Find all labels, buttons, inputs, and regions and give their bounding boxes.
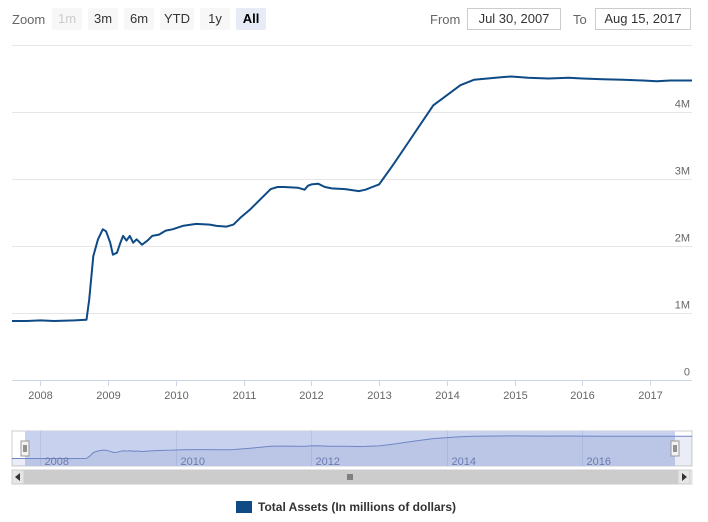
x-tick-label: 2011: [233, 390, 257, 402]
x-tick-label: 2012: [299, 390, 323, 402]
zoom-all-button[interactable]: All: [236, 8, 266, 30]
navigator-x-label: 2016: [587, 456, 611, 468]
navigator-selected-range[interactable]: [25, 431, 675, 466]
navigator-left-handle[interactable]: [20, 440, 30, 457]
navigator-series-area: [12, 435, 692, 466]
grid-lines: [12, 45, 692, 381]
navigator-x-label: 2008: [45, 456, 69, 468]
scroll-right-arrow-button[interactable]: [677, 469, 691, 485]
navigator-x-label: 2014: [452, 456, 476, 468]
x-tick-label: 2013: [367, 390, 391, 402]
series-line-total-assets[interactable]: [12, 75, 692, 322]
zoom-6m-button[interactable]: 6m: [124, 8, 154, 30]
navigator[interactable]: 2008 2010 2012 2014 2016: [11, 430, 693, 468]
y-axis-ticks: 0 1M 2M 3M 4M: [675, 99, 690, 379]
y-tick-label: 4M: [675, 99, 690, 111]
scroll-left-arrow-button[interactable]: [11, 469, 25, 485]
scrollbar-thumb[interactable]: [23, 469, 679, 485]
scrollbar-grip-icon: [347, 474, 353, 480]
arrow-right-icon: [682, 473, 687, 481]
from-date-input[interactable]: Jul 30, 2007: [467, 8, 561, 30]
legend-swatch: [236, 501, 252, 513]
x-tick-label: 2017: [638, 390, 662, 402]
from-label: From: [430, 12, 461, 27]
y-tick-label: 3M: [675, 166, 690, 178]
scrollbar[interactable]: [11, 469, 693, 485]
x-tick-label: 2016: [570, 390, 594, 402]
navigator-series-line: [12, 435, 692, 459]
y-tick-label: 0: [684, 367, 690, 379]
x-axis-ticks: 2008 2009 2010 2011 2012 2013 2014 2015 2016 2017: [28, 380, 663, 402]
x-tick-label: 2015: [503, 390, 527, 402]
x-tick-label: 2008: [28, 390, 52, 402]
zoom-1m-button[interactable]: 1m: [52, 8, 82, 30]
arrow-left-icon: [15, 473, 20, 481]
navigator-x-labels: 2008 2010 2012 2014 2016: [45, 456, 611, 468]
y-tick-label: 2M: [675, 233, 690, 245]
zoom-1y-button[interactable]: 1y: [200, 8, 230, 30]
navigator-x-label: 2010: [181, 456, 205, 468]
legend[interactable]: Total Assets (In millions of dollars): [236, 499, 456, 515]
to-date-input[interactable]: Aug 15, 2017: [595, 8, 691, 30]
zoom-ytd-button[interactable]: YTD: [160, 8, 194, 30]
navigator-x-label: 2012: [316, 456, 340, 468]
legend-label[interactable]: Total Assets (In millions of dollars): [258, 500, 457, 514]
y-tick-label: 1M: [675, 300, 690, 312]
x-tick-label: 2009: [96, 390, 120, 402]
navigator-right-handle[interactable]: [670, 440, 680, 457]
zoom-label: Zoom: [12, 12, 46, 27]
x-tick-label: 2014: [435, 390, 459, 402]
zoom-3m-button[interactable]: 3m: [88, 8, 118, 30]
navigator-grid: [40, 431, 583, 466]
x-tick-label: 2010: [164, 390, 188, 402]
to-label: To: [573, 12, 587, 27]
